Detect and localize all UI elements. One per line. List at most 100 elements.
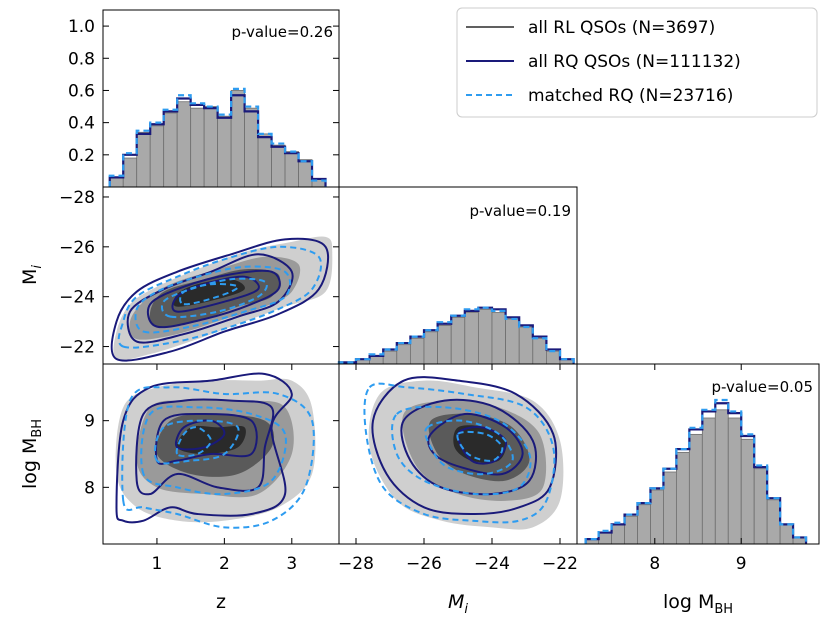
mbh-y-axis-label: log MBH bbox=[19, 419, 45, 489]
mi-mbh-matched-contour bbox=[424, 419, 514, 476]
legend-box bbox=[456, 7, 818, 118]
z-hist-bar bbox=[163, 112, 178, 188]
mi-hist-bar bbox=[464, 312, 479, 365]
z-hist-bar bbox=[271, 144, 286, 188]
mbh-hist-bar bbox=[779, 523, 794, 545]
z-mbh-matched-contour bbox=[153, 419, 240, 465]
mi-mbh-matched-contour bbox=[363, 382, 556, 524]
mbh-hist-bar bbox=[688, 433, 703, 545]
mi-vs-mbh-plot-area bbox=[363, 376, 564, 530]
z-mbh-matched-contour bbox=[140, 405, 287, 496]
mbh-hist-bar bbox=[753, 468, 768, 545]
z-hist-bar bbox=[257, 133, 272, 188]
mi-hist-bar bbox=[477, 308, 493, 365]
mi-hist-bar bbox=[518, 326, 534, 365]
mbh-hist-bar bbox=[624, 515, 638, 545]
mbh-hist-bar bbox=[766, 499, 781, 545]
legend-label-rq: all RQ QSOs (N=111132) bbox=[528, 52, 741, 72]
mi-hist-bar bbox=[382, 350, 398, 365]
z-mbh-rq-contour bbox=[154, 412, 258, 465]
legend: all RL QSOs (N=3697) all RQ QSOs (N=1111… bbox=[456, 7, 818, 118]
legend-label-matched: matched RQ (N=23716) bbox=[528, 86, 733, 106]
panel-z-histogram: p-value=0.26 bbox=[102, 9, 340, 188]
mbh-hist-bar bbox=[650, 489, 664, 545]
z-hist-ytick-label: 0.8 bbox=[68, 49, 95, 69]
mbh-hist-xtick-label: 9 bbox=[736, 554, 747, 574]
mbh-hist-bar bbox=[663, 471, 677, 545]
z-hist-ytick-label: 0.6 bbox=[68, 81, 95, 101]
z-axis-label: z bbox=[216, 591, 226, 613]
mbh-hist-matched-step bbox=[584, 398, 808, 544]
mbh-hist-bar bbox=[598, 532, 612, 545]
z-mbh-xtick-label: 3 bbox=[286, 554, 297, 574]
z-histogram-pvalue: p-value=0.26 bbox=[232, 23, 333, 41]
mbh-histogram-frame bbox=[576, 363, 820, 545]
mbh-hist-bar bbox=[701, 417, 716, 545]
panel-z-vs-mbh bbox=[102, 363, 340, 545]
z-hist-bar bbox=[203, 106, 219, 188]
z-mbh-matched-contour bbox=[121, 386, 315, 529]
panel-mi-vs-mbh bbox=[338, 363, 578, 545]
z-hist-bar bbox=[122, 157, 138, 188]
mi-hist-bar bbox=[505, 318, 520, 365]
mi-histogram-pvalue: p-value=0.19 bbox=[470, 202, 571, 220]
z-mi-ytick-label: −24 bbox=[59, 288, 95, 308]
z-mi-ytick-label: −26 bbox=[59, 238, 95, 258]
z-hist-bar bbox=[149, 125, 165, 188]
mi-mbh-matched-contour bbox=[456, 430, 504, 462]
legend-label-rl: all RL QSOs (N=3697) bbox=[528, 18, 715, 38]
mi-hist-rq-step bbox=[337, 306, 575, 364]
panel-mi-histogram: p-value=0.19 bbox=[337, 186, 578, 365]
z-mbh-rq-contour bbox=[135, 398, 275, 496]
z-mi-rq-contour bbox=[110, 237, 329, 362]
z-mi-matched-contour bbox=[134, 265, 292, 334]
mbh-axis-label: log MBH bbox=[663, 591, 733, 617]
mi-mbh-matched-contour bbox=[391, 405, 532, 496]
mi-hist-bar bbox=[450, 316, 466, 365]
mi-hist-bar bbox=[491, 312, 506, 365]
z-hist-ytick-label: 0.4 bbox=[68, 114, 95, 134]
mi-hist-bar bbox=[546, 350, 561, 365]
mi-hist-bar bbox=[396, 344, 411, 365]
z-hist-bar bbox=[190, 107, 205, 188]
tick-layer: 0.2 0.4 0.6 0.8 1.0 −22 −24 −26 −28 8 9 1 2 3 −28 −26 −2… bbox=[59, 17, 747, 574]
z-hist-ytick-label: 1.0 bbox=[68, 17, 95, 37]
z-hist-bar bbox=[298, 159, 313, 188]
mi-mbh-rq-contour bbox=[456, 426, 508, 465]
z-mi-matched-contour bbox=[160, 277, 268, 319]
mbh-hist-bar bbox=[611, 523, 625, 545]
mbh-histogram-plot-area bbox=[584, 398, 808, 545]
z-mi-ytick-label: −22 bbox=[59, 338, 95, 358]
mi-hist-bar bbox=[532, 337, 547, 365]
z-hist-matched-step bbox=[108, 87, 327, 187]
mi-mbh-xtick-label: −24 bbox=[474, 554, 510, 574]
z-hist-bar bbox=[284, 151, 299, 188]
z-hist-bar bbox=[217, 115, 232, 188]
z-hist-bar bbox=[109, 176, 124, 188]
z-mbh-rq-contour bbox=[175, 419, 226, 451]
mbh-hist-xtick-label: 8 bbox=[649, 554, 660, 574]
z-mi-matched-contour bbox=[179, 282, 239, 306]
mbh-histogram-pvalue: p-value=0.05 bbox=[712, 378, 813, 396]
z-vs-mbh-plot-area bbox=[115, 372, 316, 529]
mi-mbh-xtick-label: −28 bbox=[338, 554, 374, 574]
mi-hist-bar bbox=[369, 355, 384, 365]
z-mbh-rq-contour bbox=[115, 372, 293, 524]
z-mbh-xtick-label: 2 bbox=[219, 554, 230, 574]
z-mbh-ytick-label: 8 bbox=[84, 478, 95, 498]
mi-hist-bar bbox=[423, 331, 438, 365]
z-hist-bar bbox=[230, 90, 246, 188]
mi-mbh-rq-contour bbox=[371, 376, 558, 516]
z-hist-bar bbox=[244, 107, 259, 188]
z-mbh-density-level bbox=[176, 425, 246, 454]
mbh-hist-bar bbox=[714, 409, 729, 545]
z-hist-bar bbox=[136, 131, 151, 188]
z-mi-matched-contour bbox=[117, 245, 323, 349]
z-hist-ytick-label: 0.2 bbox=[68, 146, 95, 166]
z-vs-mi-plot-area bbox=[110, 236, 333, 362]
mi-mbh-xtick-label: −26 bbox=[406, 554, 442, 574]
z-mbh-ytick-label: 9 bbox=[84, 412, 95, 432]
mi-histogram-plot-area bbox=[337, 306, 575, 365]
mbh-hist-bar bbox=[727, 417, 742, 545]
